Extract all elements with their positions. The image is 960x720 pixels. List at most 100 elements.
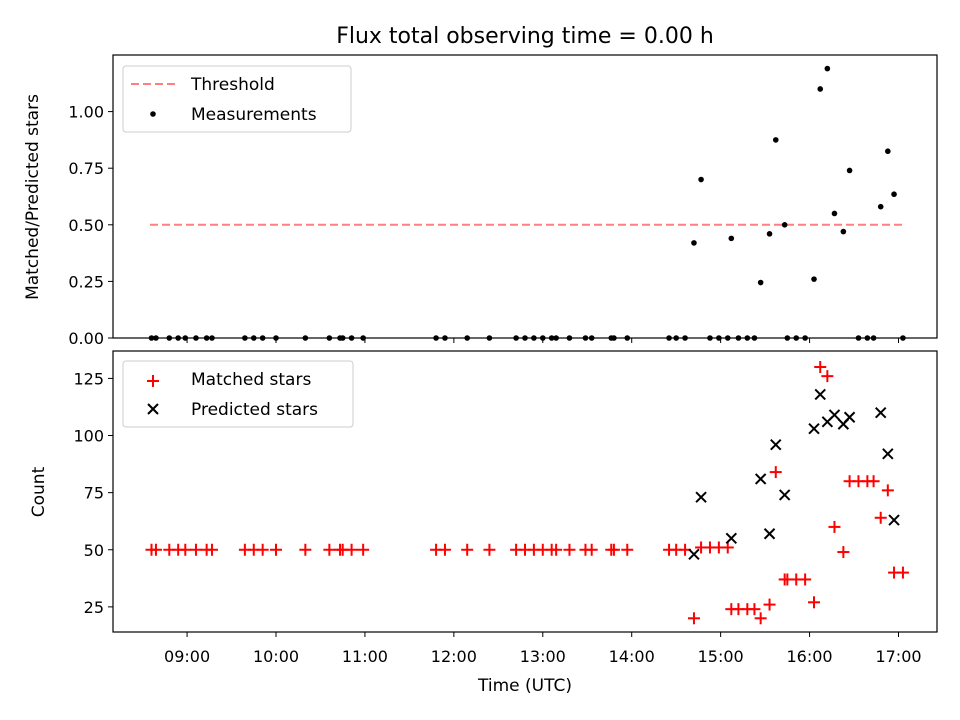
bottom-ytick-label: 75 [84,484,104,503]
measurement-point [766,231,773,237]
bottom-legend: Matched stars Predicted stars [122,360,354,428]
matched-star-point [814,360,827,373]
matched-star-point [189,543,202,556]
bottom-ytick-label: 125 [73,369,104,388]
matched-star-point [896,566,909,579]
predicted-star-point [882,448,894,460]
top-axes-ticks: 0.00 0.25 0.50 0.75 1.00 [68,103,899,348]
predicted-star-stroke [888,514,900,526]
top-legend-box [122,65,352,133]
matched-star-point [550,543,563,556]
measurement-point [772,137,779,143]
matched-star-point [721,541,734,554]
matched-star-point [821,370,834,383]
matched-star-point [748,603,761,616]
bottom-xtick-label: 13:00 [520,647,566,666]
matched-star-point [808,596,821,609]
predicted-star-point [763,528,776,540]
bottom-xtick-label: 09:00 [164,647,210,666]
matched-star-point [299,543,312,556]
matched-star-point [438,543,451,556]
predicted-star-point [770,438,782,451]
top-ytick-label: 0.75 [68,159,104,178]
matched-star-point [149,543,162,556]
measurement-point [698,176,704,183]
top-axes-frame [112,54,938,339]
measurement-point [885,148,891,155]
bottom-xtick-label: 11:00 [342,647,388,666]
predicted-star-stroke [808,422,820,435]
bottom-ytick-label: 50 [84,541,104,560]
matched-star-point [256,543,269,556]
matched-legend-label: Matched stars [191,370,311,390]
predicted-star-stroke [754,473,767,485]
matched-star-point [799,573,812,586]
predicted-star-point [828,409,841,421]
top-panel: Flux total observing time = 0.00 h 0.000… [23,24,938,348]
predicted-star-point [725,532,738,545]
bottom-axes-frame [112,350,938,633]
top-legend: Threshold Measurements [122,65,352,133]
measurement-point [811,276,817,282]
predicted-star-point [754,473,767,485]
predicted-star-stroke [828,409,841,421]
matched-star-point [828,520,841,533]
top-ylabel: Matched/Predicted stars [23,94,43,300]
bottom-data-marks [145,360,909,625]
top-ytick-label: 0.00 [68,329,104,348]
bottom-ylabel: Count [29,466,49,517]
predicted-star-stroke [882,448,894,460]
predicted-star-point [778,489,791,501]
matched-star-point [323,543,336,556]
matched-star-point [687,612,700,625]
bottom-xtick-label: 16:00 [787,647,833,666]
predicted-star-point [875,406,887,419]
predicted-star-point [814,388,826,401]
top-ytick-label: 0.50 [68,216,104,235]
top-title: Flux total observing time = 0.00 h [336,24,714,49]
matched-star-point [585,543,598,556]
matched-star-point [483,543,496,556]
top-ytick-label: 1.00 [68,103,104,122]
predicted-star-stroke [778,489,791,501]
predicted-star-point [888,514,900,526]
predicted-star-stroke [763,528,776,540]
predicted-star-stroke [725,532,738,545]
predicted-star-point [843,411,856,423]
measurements-legend-label: Measurements [191,105,317,125]
matched-star-point [345,543,358,556]
matched-star-point [205,543,218,556]
bottom-panel: 25 50 75 100 125 09:00 10:00 11:00 12:00 13:00 14:… [29,350,938,696]
predicted-star-point [695,491,707,503]
measurement-point [877,203,884,210]
matched-star-point [867,475,880,488]
bottom-ytick-label: 25 [84,598,104,617]
predicted-legend-label: Predicted stars [191,400,318,420]
matched-star-point [763,598,776,611]
threshold-legend-label: Threshold [190,75,275,95]
matched-star-point [881,484,894,497]
bottom-axes-ticks: 25 50 75 100 125 09:00 10:00 11:00 12:00 13:00 14:… [73,369,921,666]
matched-legend-marker [147,375,159,387]
predicted-star-stroke [695,491,707,503]
predicted-star-stroke [770,438,782,451]
measurement-point [840,228,847,235]
matched-star-point [837,546,850,559]
measurement-point [728,235,735,242]
bottom-xtick-label: 12:00 [431,647,477,666]
matched-star-point [754,612,767,625]
measurement-point [846,167,853,174]
measurement-point [691,240,697,246]
matched-star-point [357,543,370,556]
top-ytick-label: 0.25 [68,272,104,291]
predicted-star-point [808,422,820,435]
bottom-xlabel: Time (UTC) [477,676,572,696]
matched-star-point [270,543,283,556]
predicted-star-stroke [814,388,826,401]
measurement-point [781,222,788,228]
predicted-star-point [688,548,700,561]
predicted-star-stroke [688,548,700,561]
measurement-point [824,65,831,72]
matched-star-point [179,543,192,556]
